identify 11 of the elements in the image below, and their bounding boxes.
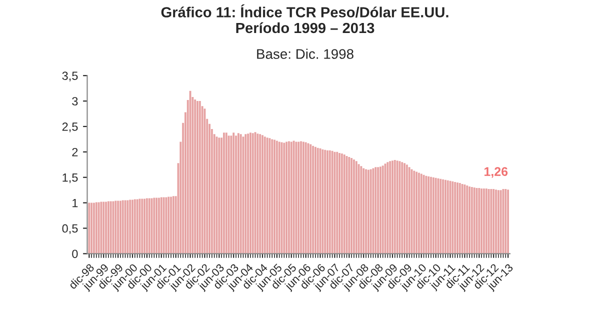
chart-title: Gráfico 11: Índice TCR Peso/Dólar EE.UU. Período 1999 – 2013 [161, 4, 448, 34]
chart-subtitle: Base: Dic. 1998 [257, 48, 354, 59]
y-tick-label: 3 [72, 97, 78, 106]
y-tick-label: 1 [72, 198, 78, 208]
y-tick-label: 1,5 [62, 174, 78, 184]
annotation: 1,26 [484, 167, 508, 178]
y-tick-label: 0 [72, 250, 78, 258]
y-tick-label: 2,5 [62, 122, 78, 132]
y-tick-label: 2 [72, 148, 78, 156]
y-tick-label: 3,5 [62, 72, 78, 82]
y-tick-label: 0,5 [62, 224, 78, 234]
